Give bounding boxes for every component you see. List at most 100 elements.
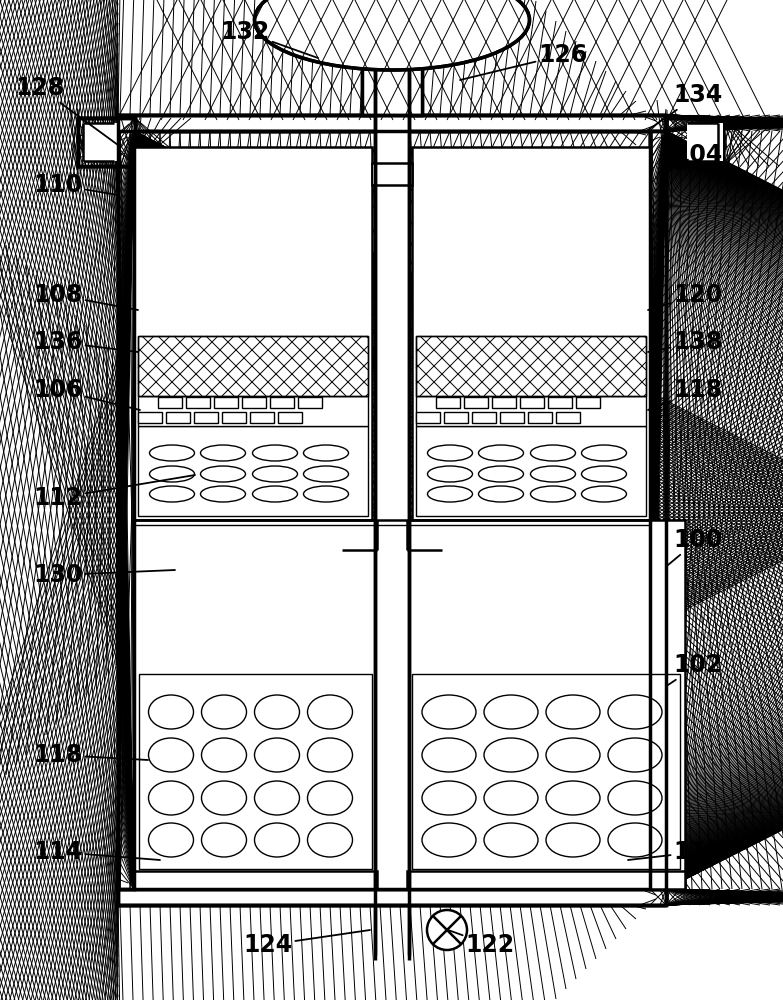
Ellipse shape bbox=[149, 738, 193, 772]
Ellipse shape bbox=[531, 486, 576, 502]
Text: 100: 100 bbox=[668, 528, 723, 565]
Bar bbox=[186, 397, 210, 408]
Text: 114: 114 bbox=[34, 840, 160, 864]
Ellipse shape bbox=[304, 486, 348, 502]
Ellipse shape bbox=[254, 738, 300, 772]
Bar bbox=[222, 412, 246, 423]
Bar bbox=[666, 118, 723, 166]
Ellipse shape bbox=[484, 738, 538, 772]
Bar bbox=[548, 397, 572, 408]
Ellipse shape bbox=[149, 695, 193, 729]
Text: 110: 110 bbox=[34, 173, 118, 197]
Ellipse shape bbox=[422, 781, 476, 815]
Ellipse shape bbox=[484, 823, 538, 857]
Bar bbox=[528, 412, 552, 423]
Bar bbox=[78, 118, 135, 166]
Bar bbox=[138, 426, 368, 516]
Bar bbox=[118, 889, 666, 905]
Bar bbox=[270, 397, 294, 408]
Text: 136: 136 bbox=[34, 330, 138, 354]
Bar bbox=[362, 60, 422, 115]
Ellipse shape bbox=[201, 823, 247, 857]
Bar bbox=[138, 412, 162, 423]
Bar bbox=[118, 889, 666, 905]
Ellipse shape bbox=[546, 823, 600, 857]
Text: 138: 138 bbox=[648, 330, 723, 354]
Bar bbox=[250, 412, 274, 423]
Ellipse shape bbox=[308, 695, 352, 729]
Ellipse shape bbox=[422, 695, 476, 729]
Bar bbox=[214, 397, 238, 408]
Ellipse shape bbox=[200, 466, 246, 482]
Bar bbox=[416, 336, 646, 396]
Ellipse shape bbox=[252, 466, 298, 482]
Bar bbox=[500, 412, 524, 423]
Ellipse shape bbox=[252, 445, 298, 461]
Bar bbox=[83, 123, 119, 161]
Bar bbox=[576, 397, 600, 408]
Ellipse shape bbox=[484, 781, 538, 815]
Ellipse shape bbox=[254, 781, 300, 815]
Ellipse shape bbox=[428, 466, 472, 482]
Ellipse shape bbox=[150, 486, 194, 502]
Ellipse shape bbox=[150, 466, 194, 482]
Bar bbox=[194, 412, 218, 423]
Ellipse shape bbox=[608, 695, 662, 729]
Text: 134: 134 bbox=[648, 83, 723, 130]
Bar bbox=[166, 412, 190, 423]
Bar bbox=[444, 412, 468, 423]
Bar bbox=[118, 115, 666, 131]
Bar bbox=[134, 520, 377, 889]
Text: 126: 126 bbox=[460, 43, 587, 80]
Circle shape bbox=[427, 910, 467, 950]
Ellipse shape bbox=[478, 466, 524, 482]
Bar bbox=[464, 397, 488, 408]
Bar bbox=[373, 164, 411, 184]
Bar bbox=[650, 131, 666, 889]
Text: 132: 132 bbox=[220, 20, 318, 58]
Ellipse shape bbox=[582, 445, 626, 461]
Ellipse shape bbox=[531, 466, 576, 482]
Bar bbox=[363, 61, 421, 114]
Ellipse shape bbox=[201, 781, 247, 815]
Ellipse shape bbox=[254, 823, 300, 857]
Ellipse shape bbox=[304, 445, 348, 461]
Bar bbox=[416, 396, 646, 426]
Text: 116: 116 bbox=[628, 840, 723, 864]
Bar bbox=[556, 412, 580, 423]
Bar bbox=[376, 115, 408, 889]
Ellipse shape bbox=[201, 738, 247, 772]
Text: 106: 106 bbox=[34, 378, 140, 410]
Bar bbox=[138, 336, 368, 396]
Ellipse shape bbox=[582, 486, 626, 502]
Bar bbox=[472, 412, 496, 423]
Bar bbox=[134, 147, 372, 520]
Ellipse shape bbox=[546, 781, 600, 815]
Bar bbox=[650, 131, 666, 889]
Ellipse shape bbox=[308, 823, 352, 857]
Bar bbox=[412, 674, 680, 869]
Bar bbox=[407, 871, 685, 889]
Ellipse shape bbox=[484, 695, 538, 729]
Ellipse shape bbox=[428, 445, 472, 461]
Bar bbox=[278, 412, 302, 423]
Ellipse shape bbox=[478, 445, 524, 461]
Text: 124: 124 bbox=[244, 930, 370, 957]
Ellipse shape bbox=[149, 823, 193, 857]
Bar bbox=[78, 118, 135, 166]
Text: 122: 122 bbox=[448, 930, 514, 957]
Ellipse shape bbox=[308, 781, 352, 815]
Ellipse shape bbox=[428, 486, 472, 502]
Text: 102: 102 bbox=[668, 653, 723, 685]
Bar bbox=[118, 131, 134, 889]
Text: 120: 120 bbox=[648, 283, 723, 310]
Text: 130: 130 bbox=[34, 563, 175, 587]
Bar bbox=[138, 336, 368, 396]
Bar bbox=[416, 336, 646, 396]
Bar bbox=[134, 871, 377, 889]
Bar bbox=[407, 520, 685, 889]
Ellipse shape bbox=[478, 486, 524, 502]
Text: 128: 128 bbox=[16, 76, 118, 145]
Ellipse shape bbox=[531, 445, 576, 461]
Text: 118: 118 bbox=[34, 743, 148, 767]
